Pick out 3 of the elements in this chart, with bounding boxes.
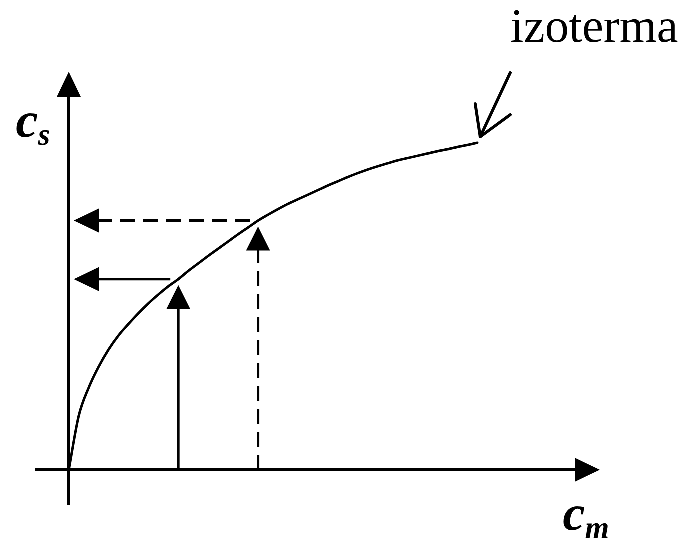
text: izoterma bbox=[510, 0, 678, 53]
y-axis-title: c$_{s}$ bbox=[16, 92, 50, 152]
x-axis-title: c$_{m}$ bbox=[563, 485, 610, 545]
